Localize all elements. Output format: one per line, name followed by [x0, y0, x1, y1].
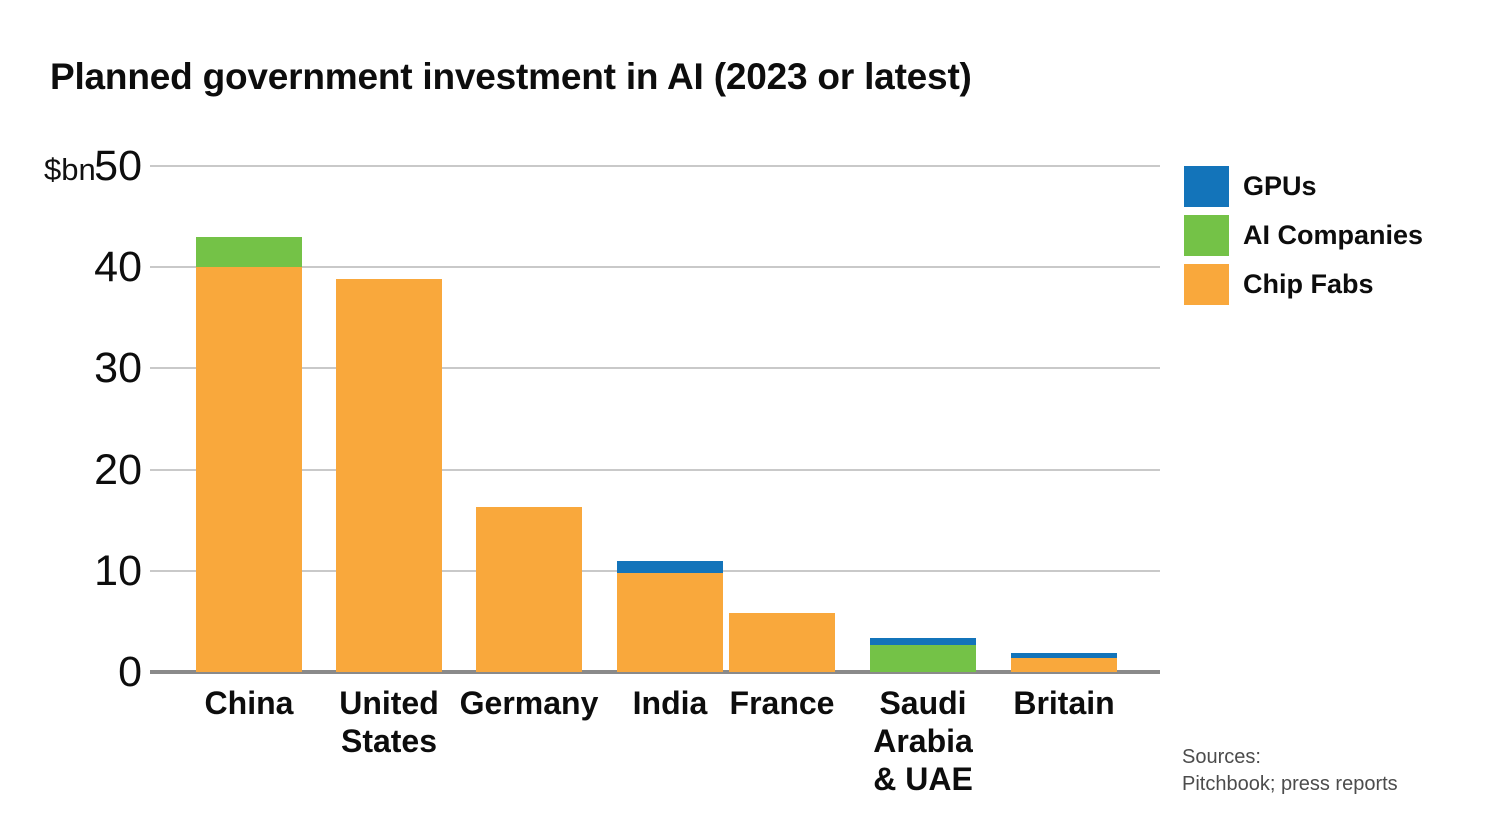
- y-tick-label-0: 0: [118, 648, 142, 696]
- gridline-40: [150, 266, 1160, 269]
- legend-item-gpus: GPUs: [1184, 166, 1423, 207]
- bar-segment-ai-companies-china: [196, 236, 302, 268]
- bar-segment-chip-fabs-united-states: [336, 279, 442, 672]
- y-axis-unit-label: $bn: [44, 152, 96, 187]
- x-tick-label-france: France: [729, 685, 835, 721]
- bar-segment-chip-fabs-india: [617, 572, 723, 672]
- legend-label-gpus: GPUs: [1243, 171, 1317, 201]
- y-tick-label-40: 40: [94, 243, 142, 292]
- gridline-30: [150, 367, 1160, 370]
- legend-item-chip-fabs: Chip Fabs: [1184, 264, 1423, 305]
- bar-segment-gpus-india: [617, 560, 723, 573]
- y-tick-label-30: 30: [94, 344, 142, 393]
- bar-segment-chip-fabs-china: [196, 267, 302, 672]
- legend: GPUs AI Companies Chip Fabs: [1184, 166, 1423, 313]
- x-axis-line: [150, 670, 1160, 674]
- bar-segment-chip-fabs-france: [729, 613, 835, 672]
- legend-item-ai-companies: AI Companies: [1184, 215, 1423, 256]
- legend-label-chip-fabs: Chip Fabs: [1243, 269, 1374, 299]
- gridline-20: [150, 468, 1160, 471]
- sources-detail: Pitchbook; press reports: [1182, 773, 1398, 795]
- x-tick-label-united-states: United States: [339, 685, 439, 759]
- x-tick-label-india: India: [632, 685, 708, 721]
- x-tick-label-germany: Germany: [459, 685, 599, 721]
- y-tick-label-50: 50: [94, 142, 142, 190]
- bar-segment-gpus-saudi-arabia-uae: [870, 637, 976, 645]
- legend-swatch-gpus-icon: [1184, 166, 1229, 207]
- bar-segment-gpus-britain: [1011, 652, 1117, 658]
- bar-segment-ai-companies-saudi-arabia-uae: [870, 644, 976, 672]
- y-tick-label-20: 20: [94, 445, 142, 494]
- legend-label-ai-companies: AI Companies: [1243, 220, 1424, 250]
- x-tick-label-saudi-arabia-uae: Saudi Arabia & UAE: [873, 685, 973, 797]
- x-tick-label-china: China: [204, 685, 294, 721]
- legend-swatch-chip-fabs-icon: [1184, 264, 1229, 305]
- x-tick-label-britain: Britain: [1013, 685, 1115, 721]
- y-tick-label-10: 10: [94, 546, 142, 595]
- bar-segment-chip-fabs-germany: [476, 507, 582, 672]
- bar-segment-chip-fabs-britain: [1011, 657, 1117, 672]
- chart-title: Planned government investment in AI (202…: [50, 56, 972, 97]
- gridline-50: [150, 165, 1160, 167]
- sources-label: Sources:: [1182, 746, 1261, 768]
- sources-note: Sources: Pitchbook; press reports: [1182, 744, 1398, 798]
- legend-swatch-ai-companies-icon: [1184, 215, 1229, 256]
